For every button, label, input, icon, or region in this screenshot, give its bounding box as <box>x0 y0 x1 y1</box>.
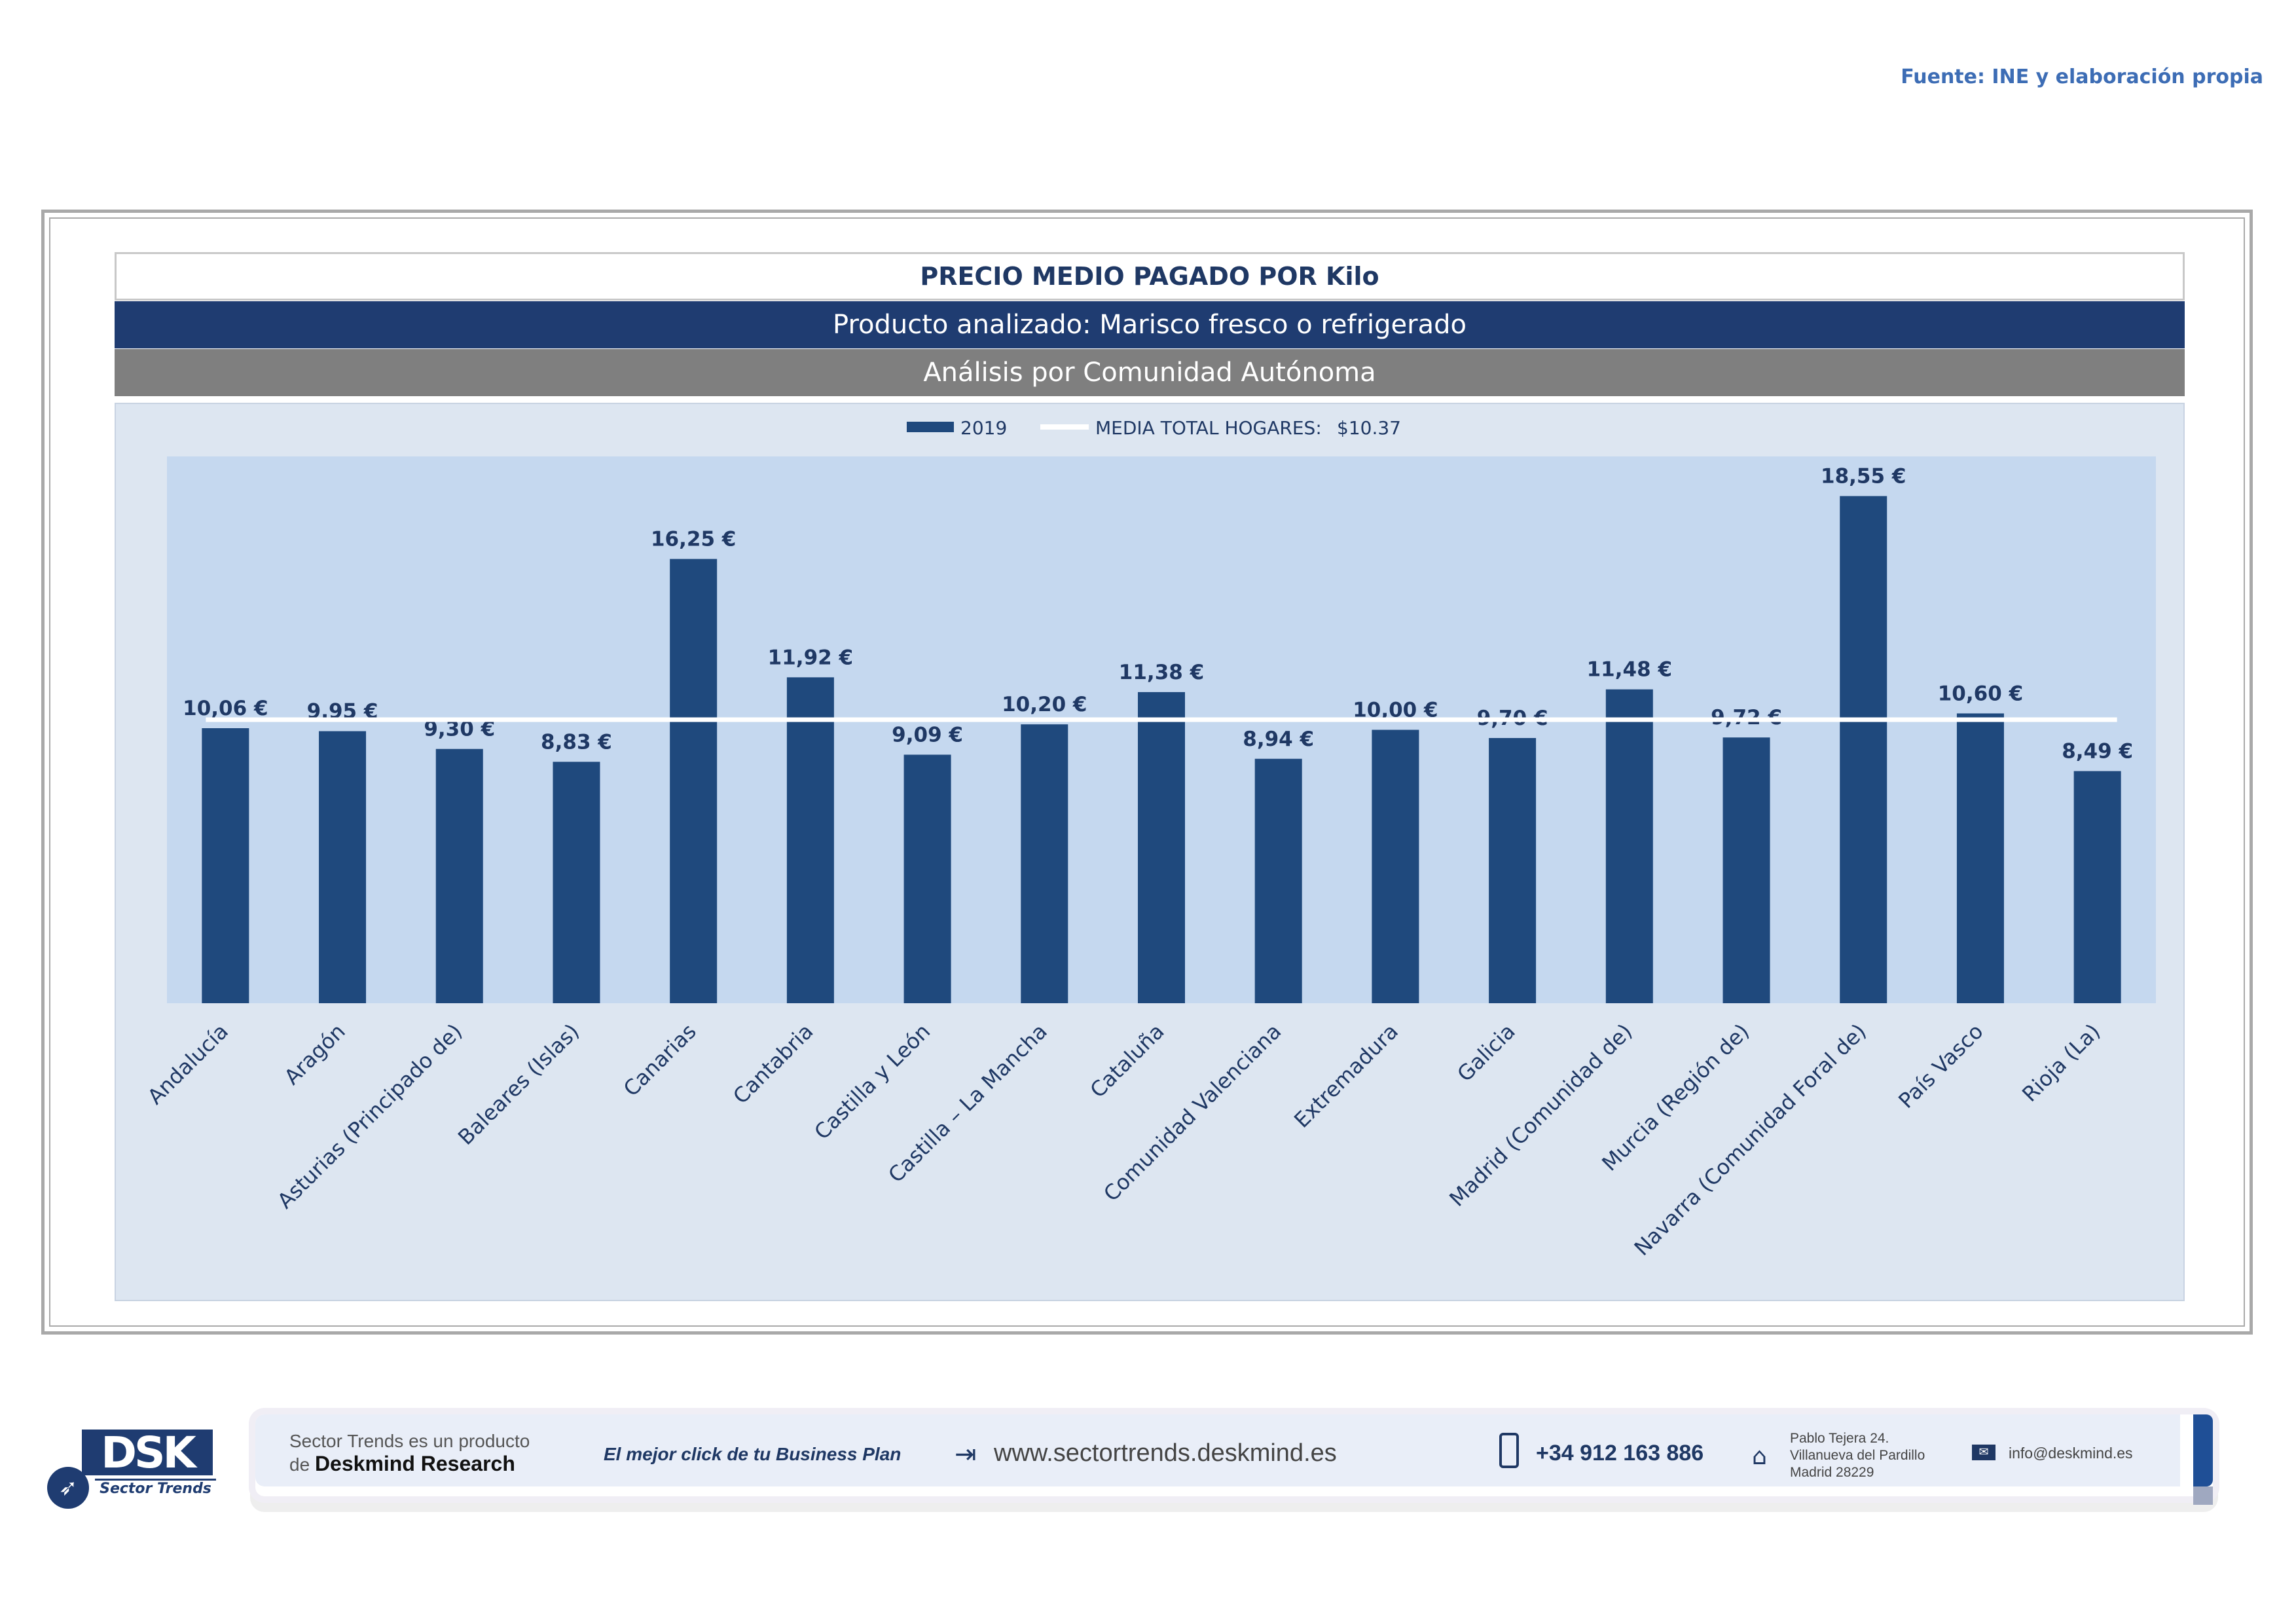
data-label-5: 11,92 € <box>768 646 853 669</box>
bar-15 <box>1956 713 2004 1003</box>
inner-frame <box>49 217 2245 1327</box>
address: Pablo Tejera 24. Villanueva del Pardillo… <box>1790 1430 1925 1481</box>
chart-title: PRECIO MEDIO PAGADO POR Kilo <box>115 252 2185 301</box>
source-note: Fuente: INE y elaboración propia <box>1901 65 2263 88</box>
phone-number[interactable]: +34 912 163 886 <box>1536 1441 1704 1466</box>
product-credit-line2: de Deskmind Research <box>289 1452 530 1476</box>
data-label-8: 11,38 € <box>1119 661 1204 684</box>
data-label-4: 16,25 € <box>651 528 736 551</box>
x-tick-label-11: Galicia <box>1452 1019 1520 1086</box>
x-tick-label-8: Cataluña <box>1085 1019 1169 1103</box>
x-tick-label-6: Castilla y León <box>809 1019 935 1145</box>
bar-chart: 2019 MEDIA TOTAL HOGARES: $10.37 10,06 € And… <box>143 417 2156 1261</box>
bar-7 <box>1021 724 1068 1003</box>
data-label-14: 18,55 € <box>1821 465 1906 489</box>
x-tick-label-2: Asturias (Principado de) <box>272 1019 467 1213</box>
legend-swatch-2019 <box>907 422 954 432</box>
data-label-15: 10,60 € <box>1938 682 2023 705</box>
company-name: Deskmind Research <box>314 1452 515 1475</box>
mail-icon: ✉ <box>1972 1445 1995 1460</box>
chart-panel: 2019 MEDIA TOTAL HOGARES: $10.37 10,06 € And… <box>115 403 2185 1301</box>
bar-0 <box>202 728 249 1003</box>
outer-frame <box>41 210 2253 1335</box>
x-tick-label-14: Navarra (Comunidad Foral de) <box>1630 1019 1871 1261</box>
logo-subtitle: Sector Trends <box>95 1479 216 1499</box>
banner-accent <box>2193 1414 2213 1486</box>
product-banner: Producto analizado: Marisco fresco o ref… <box>115 301 2185 348</box>
data-label-12: 11,48 € <box>1587 658 1672 682</box>
address-line1: Pablo Tejera 24. <box>1790 1431 1889 1446</box>
legend-value-media: $10.37 <box>1337 417 1401 439</box>
x-tick-label-0: Andalucía <box>143 1019 233 1109</box>
slogan: El mejor click de tu Business Plan <box>604 1444 902 1464</box>
bar-5 <box>786 677 834 1003</box>
website-link[interactable]: www.sectortrends.deskmind.es <box>994 1439 1337 1467</box>
address-line2: Villanueva del Pardillo <box>1790 1448 1925 1463</box>
bar-14 <box>1840 496 1887 1003</box>
email-link[interactable]: info@deskmind.es <box>2009 1445 2133 1462</box>
bar-6 <box>903 754 951 1003</box>
banner-accent-shadow <box>2193 1486 2213 1505</box>
x-tick-label-4: Canarias <box>619 1019 701 1101</box>
data-label-0: 10,06 € <box>183 697 268 720</box>
bar-9 <box>1254 758 1302 1003</box>
bar-3 <box>553 762 600 1003</box>
analysis-banner: Análisis por Comunidad Autónoma <box>115 349 2185 396</box>
arrow-login-icon: ⇥ <box>955 1439 977 1469</box>
product-credit: Sector Trends es un producto de Deskmind… <box>289 1430 530 1476</box>
bar-2 <box>435 748 483 1003</box>
bar-10 <box>1372 729 1419 1003</box>
bar-4 <box>670 559 718 1003</box>
home-icon: ⌂ <box>1752 1443 1767 1470</box>
address-line3: Madrid 28229 <box>1790 1465 1874 1480</box>
product-credit-line1: Sector Trends es un producto <box>289 1431 530 1451</box>
data-label-6: 9,09 € <box>892 723 963 747</box>
bar-16 <box>2073 771 2121 1003</box>
x-tick-label-15: País Vasco <box>1893 1019 1988 1113</box>
footer-banner <box>255 1414 2213 1505</box>
bar-11 <box>1489 738 1537 1003</box>
dsk-logo: DSK <box>82 1428 213 1478</box>
x-tick-label-1: Aragón <box>280 1019 350 1090</box>
bar-12 <box>1605 689 1653 1003</box>
data-label-3: 8,83 € <box>541 730 612 754</box>
data-label-7: 10,20 € <box>1002 693 1087 716</box>
legend-label-2019: 2019 <box>960 417 1007 439</box>
banner-background <box>255 1414 2180 1486</box>
product-credit-prefix: de <box>289 1454 310 1475</box>
x-tick-label-16: Rioja (La) <box>2017 1019 2105 1107</box>
bar-8 <box>1138 692 1185 1003</box>
data-label-9: 8,94 € <box>1243 728 1314 751</box>
legend-label-media: MEDIA TOTAL HOGARES: <box>1095 417 1322 439</box>
x-tick-label-10: Extremadura <box>1289 1019 1403 1133</box>
bar-13 <box>1722 737 1770 1003</box>
data-label-16: 8,49 € <box>2062 740 2133 764</box>
x-tick-label-3: Baleares (Islas) <box>453 1019 584 1150</box>
x-tick-label-5: Cantabria <box>728 1019 818 1109</box>
phone-icon <box>1499 1433 1519 1468</box>
bar-1 <box>319 731 367 1003</box>
